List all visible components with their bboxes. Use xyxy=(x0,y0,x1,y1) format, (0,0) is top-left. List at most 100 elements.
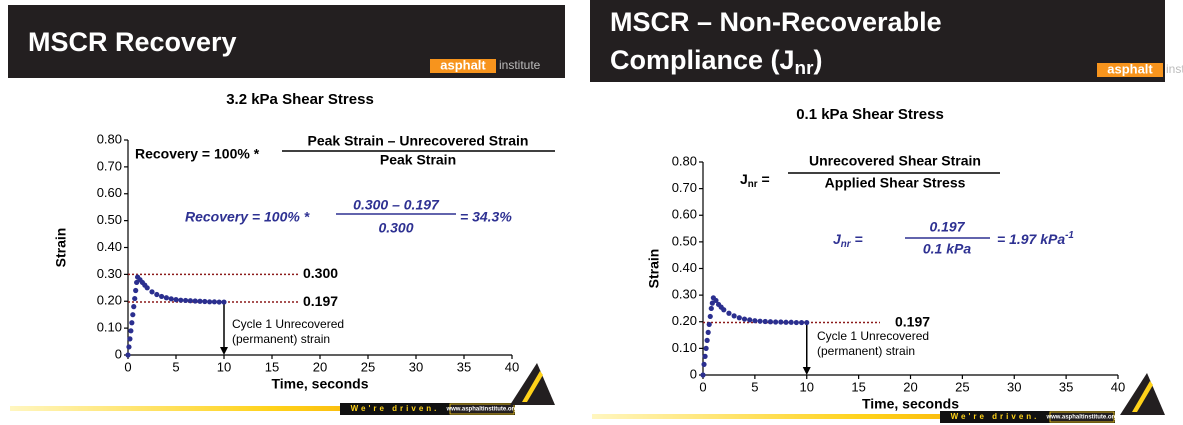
x-tick-label: 15 xyxy=(265,359,279,374)
data-point xyxy=(747,317,753,323)
y-tick-label: 0.80 xyxy=(97,131,122,146)
y-tick-label: 0.10 xyxy=(672,340,697,355)
y-tick-label: 0.20 xyxy=(97,293,122,308)
y-tick-label: 0.60 xyxy=(672,207,697,222)
data-point xyxy=(187,298,193,304)
data-point xyxy=(127,336,133,342)
header-band xyxy=(590,0,1165,82)
y-axis-label: Strain xyxy=(53,228,69,268)
url: www.asphaltinstitute.org xyxy=(445,407,517,413)
formula-lhs-part: = xyxy=(758,171,770,187)
data-point xyxy=(704,337,710,343)
annotation: Cycle 1 Unrecovered xyxy=(817,329,929,343)
data-point xyxy=(183,297,189,304)
logo-sub: institute xyxy=(499,58,541,72)
data-point xyxy=(793,319,799,326)
url-box xyxy=(1049,411,1115,423)
logo-box xyxy=(1097,63,1163,77)
y-tick-label: 0.30 xyxy=(672,287,697,302)
example-rhs: = 34.3% xyxy=(460,209,512,225)
x-tick-label: 40 xyxy=(1111,379,1125,394)
x-tick-label: 20 xyxy=(903,379,917,394)
data-point xyxy=(705,329,711,335)
slide-title: Compliance (Jnr) xyxy=(610,45,822,79)
chart-title: 0.1 kPa Shear Stress xyxy=(796,106,944,123)
example-rhs: = 1.97 kPa-1 xyxy=(997,230,1074,247)
x-tick-label: 30 xyxy=(1007,379,1021,394)
data-point xyxy=(192,298,198,304)
data-point xyxy=(701,361,707,367)
data-point xyxy=(703,345,709,351)
x-tick-label: 5 xyxy=(172,359,179,374)
y-tick-label: 0.80 xyxy=(672,153,697,168)
example-lhs-part: J xyxy=(833,231,842,247)
data-point xyxy=(216,299,222,305)
formula-lhs-part: J xyxy=(740,171,748,187)
logo-sub: institute xyxy=(1166,62,1183,76)
data-point xyxy=(211,299,217,305)
example-denominator: 0.300 xyxy=(378,220,413,236)
formula-denominator: Applied Shear Stress xyxy=(825,175,966,191)
y-tick-label: 0.60 xyxy=(97,185,122,200)
formula-lhs: Recovery = 100% * xyxy=(135,146,260,162)
slide-title-part: nr xyxy=(795,58,815,79)
data-point xyxy=(144,285,150,291)
x-tick-label: 10 xyxy=(217,359,231,374)
data-point xyxy=(762,318,768,325)
arrow-head xyxy=(220,347,228,355)
formula-lhs-part: nr xyxy=(748,179,758,190)
example-rhs-part: = 1.97 kPa xyxy=(997,231,1065,247)
data-point xyxy=(773,319,779,325)
footer-stripe xyxy=(592,414,1047,419)
data-point xyxy=(709,300,715,306)
url-box xyxy=(449,403,515,415)
x-tick-label: 25 xyxy=(361,359,375,374)
x-tick-label: 30 xyxy=(409,359,423,374)
data-point xyxy=(783,319,789,325)
x-axis-label: Time, seconds xyxy=(271,376,368,392)
data-point xyxy=(125,352,131,358)
data-point xyxy=(132,295,138,302)
arrow-head xyxy=(802,367,811,375)
x-tick-label: 25 xyxy=(955,379,969,394)
x-tick-label: 35 xyxy=(457,359,471,374)
data-point xyxy=(202,298,208,305)
data-point xyxy=(207,299,213,305)
formula-denominator: Peak Strain xyxy=(380,152,456,168)
logo-stripe xyxy=(522,371,543,402)
y-tick-label: 0.70 xyxy=(672,180,697,195)
data-point xyxy=(163,295,169,301)
data-point xyxy=(221,299,227,305)
y-tick-label: 0 xyxy=(690,366,697,381)
data-point xyxy=(731,313,737,319)
tagline: We're driven. xyxy=(951,412,1040,421)
x-tick-label: 0 xyxy=(699,379,706,394)
logo-box xyxy=(430,59,496,73)
data-point xyxy=(129,320,135,326)
data-point xyxy=(149,289,155,295)
data-point xyxy=(707,313,713,320)
data-point xyxy=(126,344,132,350)
data-point xyxy=(708,305,714,312)
url: www.asphaltinstitute.org xyxy=(1045,415,1117,421)
example-lhs-part: nr xyxy=(841,239,852,250)
y-axis-label: Strain xyxy=(646,249,662,289)
x-tick-label: 10 xyxy=(800,379,814,394)
data-point xyxy=(767,319,774,325)
x-tick-label: 0 xyxy=(124,359,131,374)
slide-title-part: ) xyxy=(813,45,822,75)
data-point xyxy=(128,328,134,334)
data-point xyxy=(778,319,784,325)
reference-label: 0.300 xyxy=(303,265,338,281)
reference-label: 0.197 xyxy=(303,293,338,309)
formula-numerator: Peak Strain – Unrecovered Strain xyxy=(308,133,529,149)
annotation: (permanent) strain xyxy=(232,332,330,346)
data-point xyxy=(736,315,742,321)
formula-lhs: Jnr = xyxy=(740,171,770,190)
x-tick-label: 20 xyxy=(313,359,327,374)
y-tick-label: 0.40 xyxy=(672,260,697,275)
data-point xyxy=(173,297,179,303)
data-point xyxy=(713,297,719,304)
x-tick-label: 5 xyxy=(751,379,758,394)
